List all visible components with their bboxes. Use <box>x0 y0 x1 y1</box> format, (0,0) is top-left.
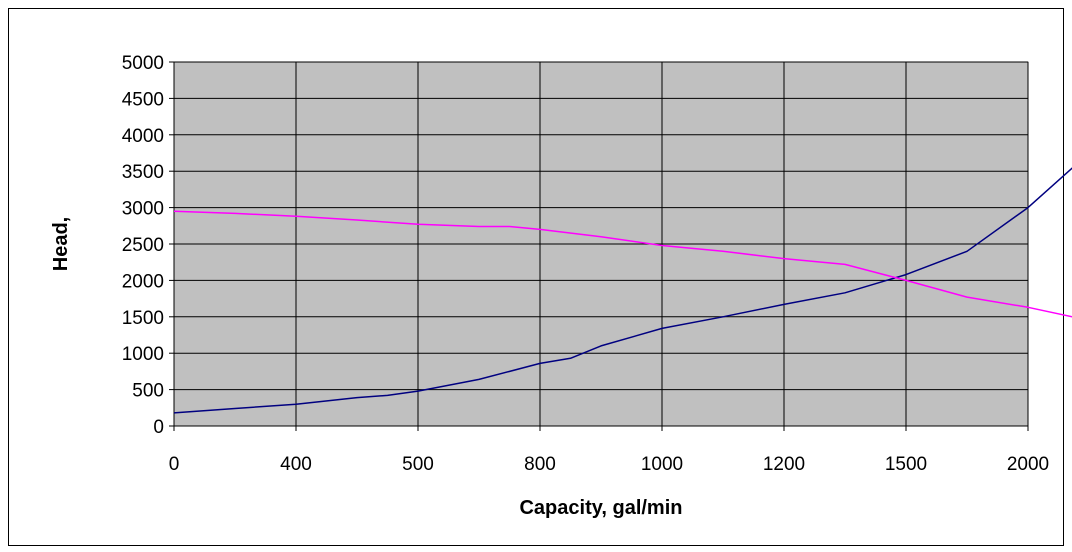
y-axis-ticks: 0 500 1000 1500 2000 2500 3000 3500 4000 4500 5000 <box>122 53 174 438</box>
y-tick-label: 1500 <box>122 308 164 329</box>
y-tick-label: 0 <box>153 417 164 438</box>
y-tick-label: 2500 <box>122 235 164 256</box>
y-tick-label: 4000 <box>122 126 164 147</box>
x-tick-label: 1200 <box>763 454 805 475</box>
x-axis-title: Capacity, gal/min <box>519 497 682 519</box>
y-tick-label: 3500 <box>122 162 164 183</box>
x-tick-label: 800 <box>524 454 556 475</box>
x-tick-label: 500 <box>402 454 434 475</box>
x-tick-label: 2000 <box>1007 454 1049 475</box>
x-tick-label: 1500 <box>885 454 927 475</box>
x-tick-label: 0 <box>169 454 180 475</box>
series-line-2 <box>173 210 1072 318</box>
y-tick-label: 5000 <box>122 53 164 74</box>
series-line-1 <box>173 167 1072 414</box>
series-layer <box>173 167 1072 414</box>
y-tick-label: 500 <box>132 381 164 402</box>
x-tick-label: 400 <box>280 454 312 475</box>
y-tick-label: 3000 <box>122 199 164 220</box>
x-axis-ticks: 0 400 500 800 1000 1200 1500 2000 <box>169 426 1049 475</box>
x-tick-label: 1000 <box>641 454 683 475</box>
y-axis-title: Head, <box>50 217 72 271</box>
y-tick-label: 1000 <box>122 344 164 365</box>
y-tick-label: 4500 <box>122 89 164 110</box>
y-tick-label: 2000 <box>122 271 164 292</box>
